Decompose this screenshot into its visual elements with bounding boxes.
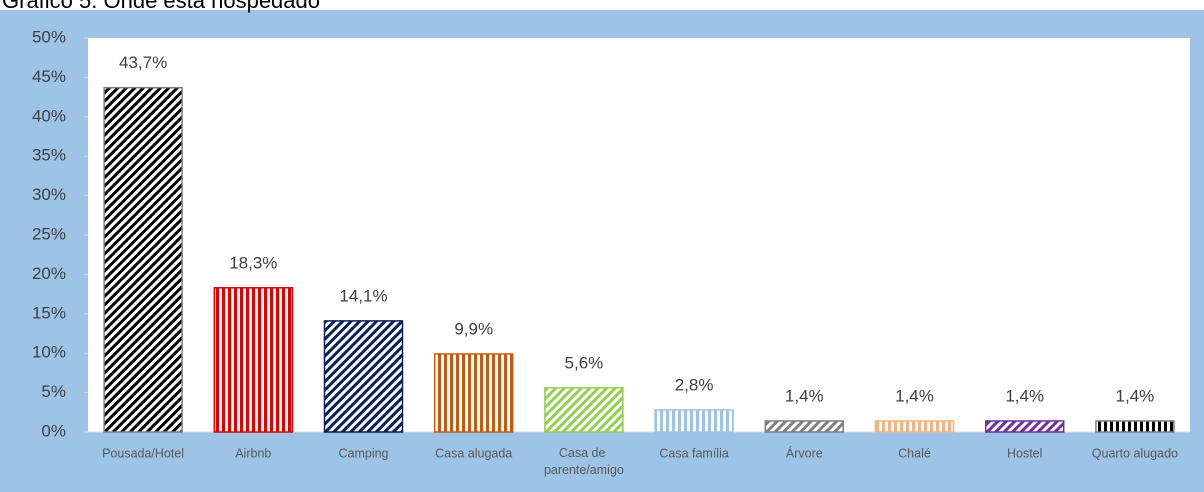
bar — [433, 353, 514, 433]
bar — [1095, 420, 1175, 433]
x-tick-label: Árvore — [786, 445, 823, 460]
value-label: 2,8% — [675, 375, 714, 394]
y-tick-label: 0% — [41, 421, 66, 440]
bar — [984, 420, 1065, 433]
value-label: 5,6% — [565, 353, 604, 372]
value-label: 9,9% — [454, 319, 493, 338]
x-tick-label: Pousada/Hotel — [102, 446, 184, 460]
y-tick-label: 15% — [32, 303, 66, 322]
bar — [323, 320, 404, 433]
label-line: Casa de — [559, 446, 609, 460]
y-tick-label: 25% — [32, 224, 66, 243]
bar — [764, 420, 845, 433]
bar — [654, 409, 734, 433]
y-tick-label: 20% — [32, 264, 66, 283]
y-tick-label: 30% — [32, 185, 66, 204]
value-label: 1,4% — [1116, 386, 1155, 405]
chart-title: Gráfico 5. Onde está hospedado — [2, 0, 320, 13]
value-label: 43,7% — [119, 53, 167, 72]
value-label: 14,1% — [339, 286, 387, 305]
y-tick-label: 10% — [32, 343, 66, 362]
y-tick-label: 5% — [41, 382, 66, 401]
value-label: 1,4% — [895, 386, 934, 405]
x-tick-label: Casa alugada — [435, 446, 512, 460]
x-tick-label: Camping — [338, 446, 388, 460]
value-label: 18,3% — [229, 253, 277, 272]
x-tick-label: Chalé — [898, 446, 931, 460]
x-tick-label: Quarto alugado — [1092, 446, 1178, 460]
bar — [874, 420, 955, 433]
bar — [213, 287, 294, 433]
x-tick-label: Casa família — [659, 446, 729, 460]
y-tick-label: 35% — [32, 146, 66, 165]
value-label: 1,4% — [785, 386, 824, 405]
y-tick-label: 45% — [32, 67, 66, 86]
bar — [103, 86, 183, 433]
x-tick-label: Casa de parente/amigo — [544, 446, 624, 477]
x-tick-label: Hostel — [1007, 446, 1042, 460]
bar — [544, 387, 624, 433]
y-tick-label: 50% — [32, 27, 66, 46]
label-line: parente/amigo — [544, 463, 624, 477]
value-label: 1,4% — [1005, 386, 1044, 405]
y-tick-label: 40% — [32, 106, 66, 125]
x-tick-label: Airbnb — [235, 446, 271, 460]
